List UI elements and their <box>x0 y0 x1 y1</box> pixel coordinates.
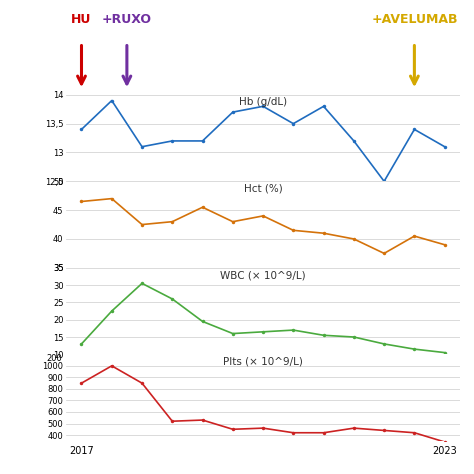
Text: Hct (%): Hct (%) <box>244 184 283 194</box>
Text: +RUXO: +RUXO <box>102 13 152 26</box>
Text: Plts (× 10^9/L): Plts (× 10^9/L) <box>223 357 303 367</box>
Text: +AVELUMAB: +AVELUMAB <box>371 13 457 26</box>
Text: Hb (g/dL): Hb (g/dL) <box>239 97 287 108</box>
Text: HU: HU <box>71 13 91 26</box>
Text: 200: 200 <box>46 354 63 363</box>
Text: WBC (× 10^9/L): WBC (× 10^9/L) <box>220 270 306 281</box>
